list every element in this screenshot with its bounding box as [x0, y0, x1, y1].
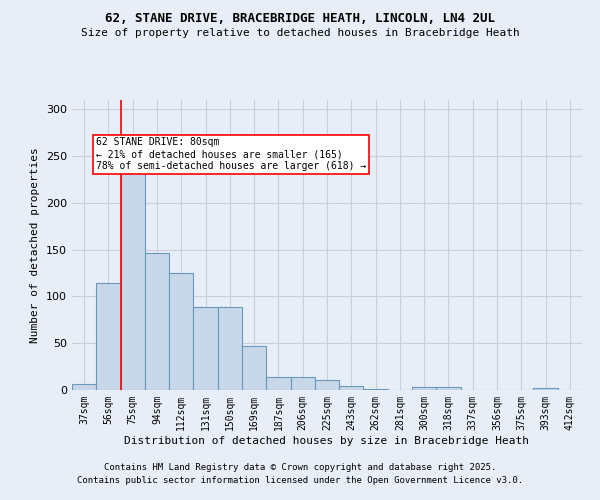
Bar [290, 377, 315, 390]
Bar [339, 386, 364, 390]
Bar [193, 306, 218, 390]
Bar [72, 384, 96, 390]
Bar [315, 380, 339, 390]
Text: Size of property relative to detached houses in Bracebridge Heath: Size of property relative to detached ho… [80, 28, 520, 38]
Text: 62, STANE DRIVE, BRACEBRIDGE HEATH, LINCOLN, LN4 2UL: 62, STANE DRIVE, BRACEBRIDGE HEATH, LINC… [105, 12, 495, 26]
Bar [169, 273, 193, 390]
Bar [242, 346, 266, 390]
Text: Contains HM Land Registry data © Crown copyright and database right 2025.: Contains HM Land Registry data © Crown c… [104, 464, 496, 472]
Bar [412, 387, 436, 390]
Bar [436, 387, 461, 390]
Bar [533, 388, 558, 390]
Bar [145, 254, 169, 390]
Text: Contains public sector information licensed under the Open Government Licence v3: Contains public sector information licen… [77, 476, 523, 485]
Bar [364, 389, 388, 390]
Text: 62 STANE DRIVE: 80sqm
← 21% of detached houses are smaller (165)
78% of semi-det: 62 STANE DRIVE: 80sqm ← 21% of detached … [96, 138, 367, 170]
X-axis label: Distribution of detached houses by size in Bracebridge Heath: Distribution of detached houses by size … [125, 436, 530, 446]
Bar [121, 162, 145, 390]
Bar [218, 306, 242, 390]
Bar [266, 377, 290, 390]
Y-axis label: Number of detached properties: Number of detached properties [31, 147, 40, 343]
Bar [96, 284, 121, 390]
